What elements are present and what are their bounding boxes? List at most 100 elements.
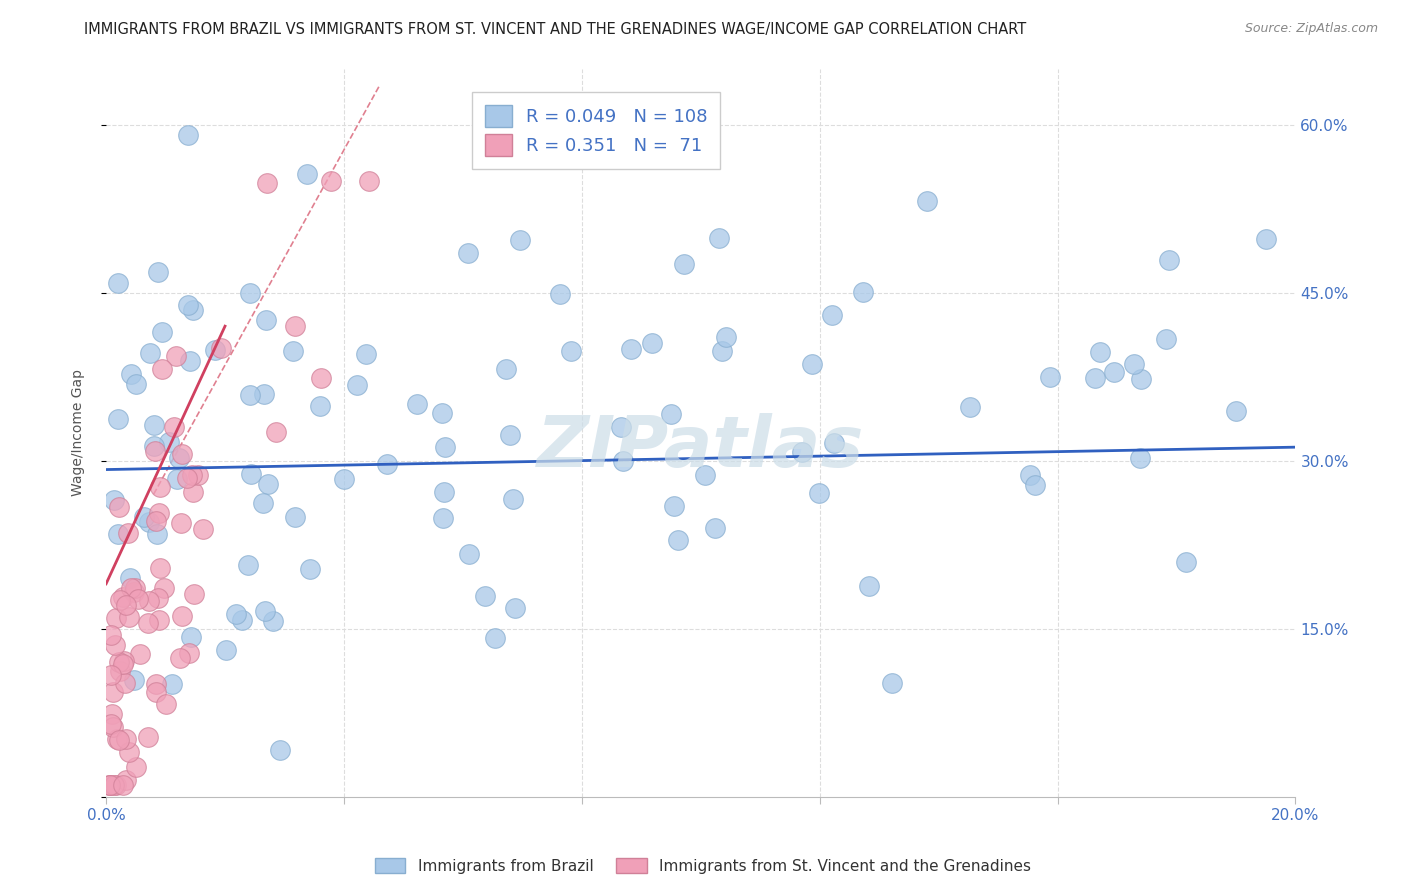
Point	[711, 344, 734, 359]
Legend: Immigrants from Brazil, Immigrants from St. Vincent and the Grenadines: Immigrants from Brazil, Immigrants from …	[368, 852, 1038, 880]
Point	[498, 428, 520, 442]
Point	[103, 779, 125, 793]
Point	[236, 558, 259, 572]
Point	[98, 779, 121, 793]
Point	[695, 467, 717, 482]
Point	[107, 412, 129, 426]
Point	[502, 492, 524, 507]
Point	[284, 510, 307, 524]
Point	[98, 779, 121, 793]
Point	[264, 425, 287, 440]
Point	[239, 467, 262, 482]
Point	[115, 772, 138, 787]
Point	[641, 336, 664, 351]
Point	[257, 477, 280, 491]
Point	[108, 500, 131, 514]
Point	[215, 643, 238, 657]
Point	[281, 344, 304, 359]
Point	[101, 706, 124, 721]
Point	[187, 468, 209, 483]
Point	[153, 581, 176, 595]
Point	[474, 589, 496, 603]
Point	[170, 447, 193, 461]
Point	[672, 257, 695, 271]
Point	[659, 407, 682, 421]
Point	[612, 454, 634, 468]
Point	[170, 609, 193, 624]
Point	[262, 614, 284, 628]
Point	[284, 318, 307, 333]
Point	[100, 717, 122, 731]
Point	[180, 630, 202, 644]
Point	[136, 616, 159, 631]
Point	[560, 343, 582, 358]
Point	[309, 371, 332, 385]
Point	[181, 485, 204, 500]
Point	[152, 361, 174, 376]
Point	[1130, 372, 1153, 386]
Point	[108, 655, 131, 669]
Point	[509, 234, 531, 248]
Point	[269, 742, 291, 756]
Point	[295, 167, 318, 181]
Point	[169, 650, 191, 665]
Point	[1159, 253, 1181, 268]
Point	[129, 647, 152, 661]
Point	[165, 349, 187, 363]
Point	[124, 673, 146, 687]
Point	[882, 676, 904, 690]
Point	[359, 173, 381, 187]
Point	[823, 436, 845, 450]
Text: ZIPatlas: ZIPatlas	[537, 413, 865, 482]
Point	[432, 510, 454, 524]
Point	[792, 444, 814, 458]
Point	[108, 593, 131, 607]
Point	[1102, 365, 1125, 379]
Point	[104, 638, 127, 652]
Point	[170, 516, 193, 531]
Point	[145, 514, 167, 528]
Point	[148, 506, 170, 520]
Point	[120, 367, 142, 381]
Point	[457, 245, 479, 260]
Point	[548, 287, 571, 301]
Point	[120, 581, 142, 595]
Point	[100, 668, 122, 682]
Point	[107, 527, 129, 541]
Point	[108, 733, 131, 747]
Point	[917, 194, 939, 209]
Point	[858, 579, 880, 593]
Y-axis label: Wage/Income Gap: Wage/Income Gap	[72, 369, 86, 496]
Point	[1254, 232, 1277, 246]
Point	[143, 444, 166, 458]
Point	[253, 604, 276, 618]
Point	[852, 285, 875, 299]
Point	[183, 587, 205, 601]
Point	[308, 399, 330, 413]
Point	[101, 684, 124, 698]
Point	[136, 730, 159, 744]
Point	[117, 609, 139, 624]
Point	[150, 326, 173, 340]
Point	[105, 732, 128, 747]
Point	[149, 561, 172, 575]
Point	[118, 571, 141, 585]
Point	[124, 760, 146, 774]
Point	[503, 601, 526, 615]
Point	[138, 594, 160, 608]
Point	[125, 377, 148, 392]
Point	[204, 343, 226, 357]
Point	[142, 417, 165, 432]
Point	[239, 388, 262, 402]
Point	[375, 457, 398, 471]
Point	[183, 303, 205, 318]
Point	[166, 472, 188, 486]
Point	[432, 405, 454, 419]
Point	[231, 613, 253, 627]
Point	[146, 265, 169, 279]
Point	[319, 173, 342, 187]
Point	[138, 515, 160, 529]
Point	[406, 397, 429, 411]
Point	[193, 522, 215, 536]
Point	[146, 526, 169, 541]
